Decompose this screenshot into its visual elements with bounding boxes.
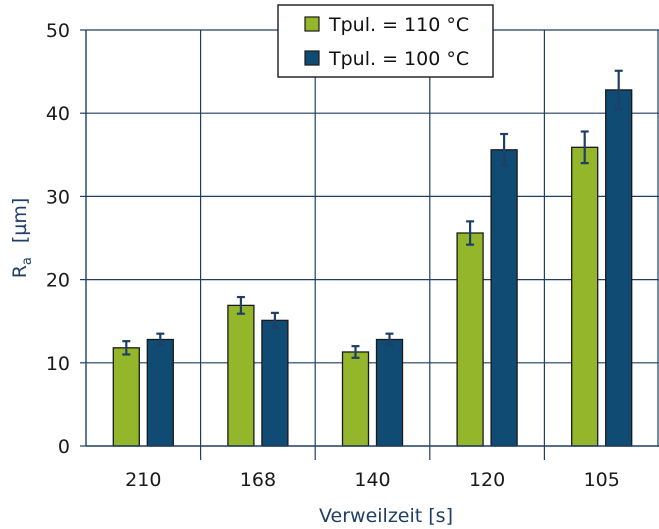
y-tick-labels: 0 10 20 30 40 50 bbox=[46, 20, 70, 458]
bar-110c-140 bbox=[341, 351, 370, 447]
legend: Tpul. = 110 °C Tpul. = 100 °C bbox=[277, 4, 494, 78]
bar-110c-210 bbox=[112, 347, 140, 447]
x-tick-label: 105 bbox=[584, 469, 620, 491]
bar-110c-105 bbox=[571, 146, 599, 447]
bar-110c-168 bbox=[227, 304, 255, 447]
legend-label-110c: Tpul. = 110 °C bbox=[328, 14, 469, 36]
legend-label-100c: Tpul. = 100 °C bbox=[328, 48, 469, 70]
x-tick-label: 168 bbox=[240, 469, 276, 491]
y-axis-unit: [µm] bbox=[9, 198, 31, 243]
x-tick-label: 120 bbox=[469, 469, 505, 491]
y-tick-label: 30 bbox=[46, 186, 70, 208]
x-axis-title: Verweilzeit [s] bbox=[319, 505, 453, 527]
x-tick-label: 140 bbox=[354, 469, 390, 491]
y-tick-label: 50 bbox=[46, 20, 70, 42]
legend-swatch-110c bbox=[304, 16, 320, 32]
bar-110c-120 bbox=[456, 232, 484, 447]
x-tick-labels: 210 168 140 120 105 bbox=[125, 469, 620, 491]
y-tick-label: 10 bbox=[46, 353, 70, 375]
bar-100c-168 bbox=[261, 319, 289, 447]
bar-100c-140 bbox=[375, 338, 404, 447]
y-tick-label: 0 bbox=[58, 436, 70, 458]
bar-100c-210 bbox=[146, 338, 174, 447]
y-tick-label: 40 bbox=[46, 103, 70, 125]
bar-100c-105 bbox=[605, 89, 633, 447]
y-axis-title: Ra [µm] bbox=[9, 198, 35, 279]
bar-100c-120 bbox=[490, 149, 518, 447]
y-axis-symbol: R bbox=[9, 265, 31, 278]
axes bbox=[80, 29, 659, 460]
bars bbox=[112, 69, 633, 447]
x-tick-label: 210 bbox=[125, 469, 161, 491]
legend-swatch-100c bbox=[304, 50, 320, 66]
y-tick-label: 20 bbox=[46, 270, 70, 292]
y-axis-subscript: a bbox=[20, 257, 35, 265]
